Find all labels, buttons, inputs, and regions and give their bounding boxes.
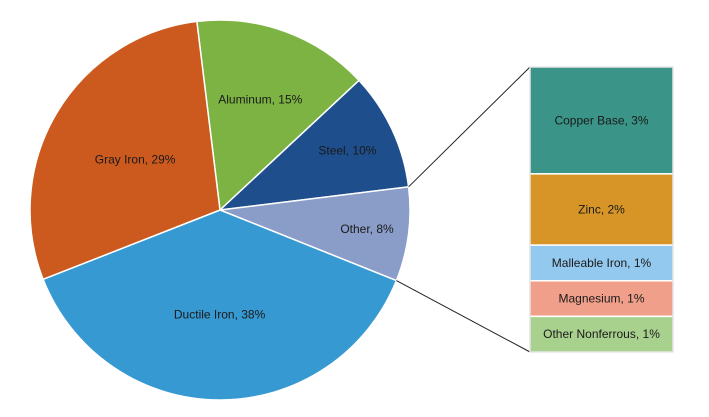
pie-slice-other [219,186,411,282]
bar-segment-copper-base [529,66,674,175]
pie-label-aluminum: Aluminum, 15% [218,92,302,106]
pie-slice-gray-iron [29,20,221,281]
connector-line-top [408,66,531,188]
bar-label-copper-base: Copper Base, 3% [554,113,648,127]
bar-segment-other-nonferrous [529,315,674,353]
main-pie: Aluminum, 15% Steel, 10% Other, 8% Ductile … [29,19,411,401]
bar-label-malleable-iron: Malleable Iron, 1% [552,256,652,270]
pie-label-steel: Steel, 10% [318,144,376,158]
pie-label-gray-iron: Gray Iron, 29% [95,152,176,166]
bar-label-other-nonferrous: Other Nonferrous, 1% [543,327,660,341]
bar-outline [529,66,674,353]
pie-slice-ductile-iron [42,209,398,401]
connector-line-bottom [396,280,531,353]
pie-slice-steel [217,79,410,212]
pie-label-ductile-iron: Ductile Iron, 38% [174,308,266,322]
connector-lines [396,66,531,353]
pie-slice-aluminum [196,19,361,212]
bar-label-zinc: Zinc, 2% [578,203,625,217]
bar-label-magnesium: Magnesium, 1% [558,292,644,306]
pie-label-other: Other, 8% [340,222,394,236]
breakdown-bar: Copper Base, 3% Zinc, 2% Malleable Iron, 1… [529,66,674,353]
